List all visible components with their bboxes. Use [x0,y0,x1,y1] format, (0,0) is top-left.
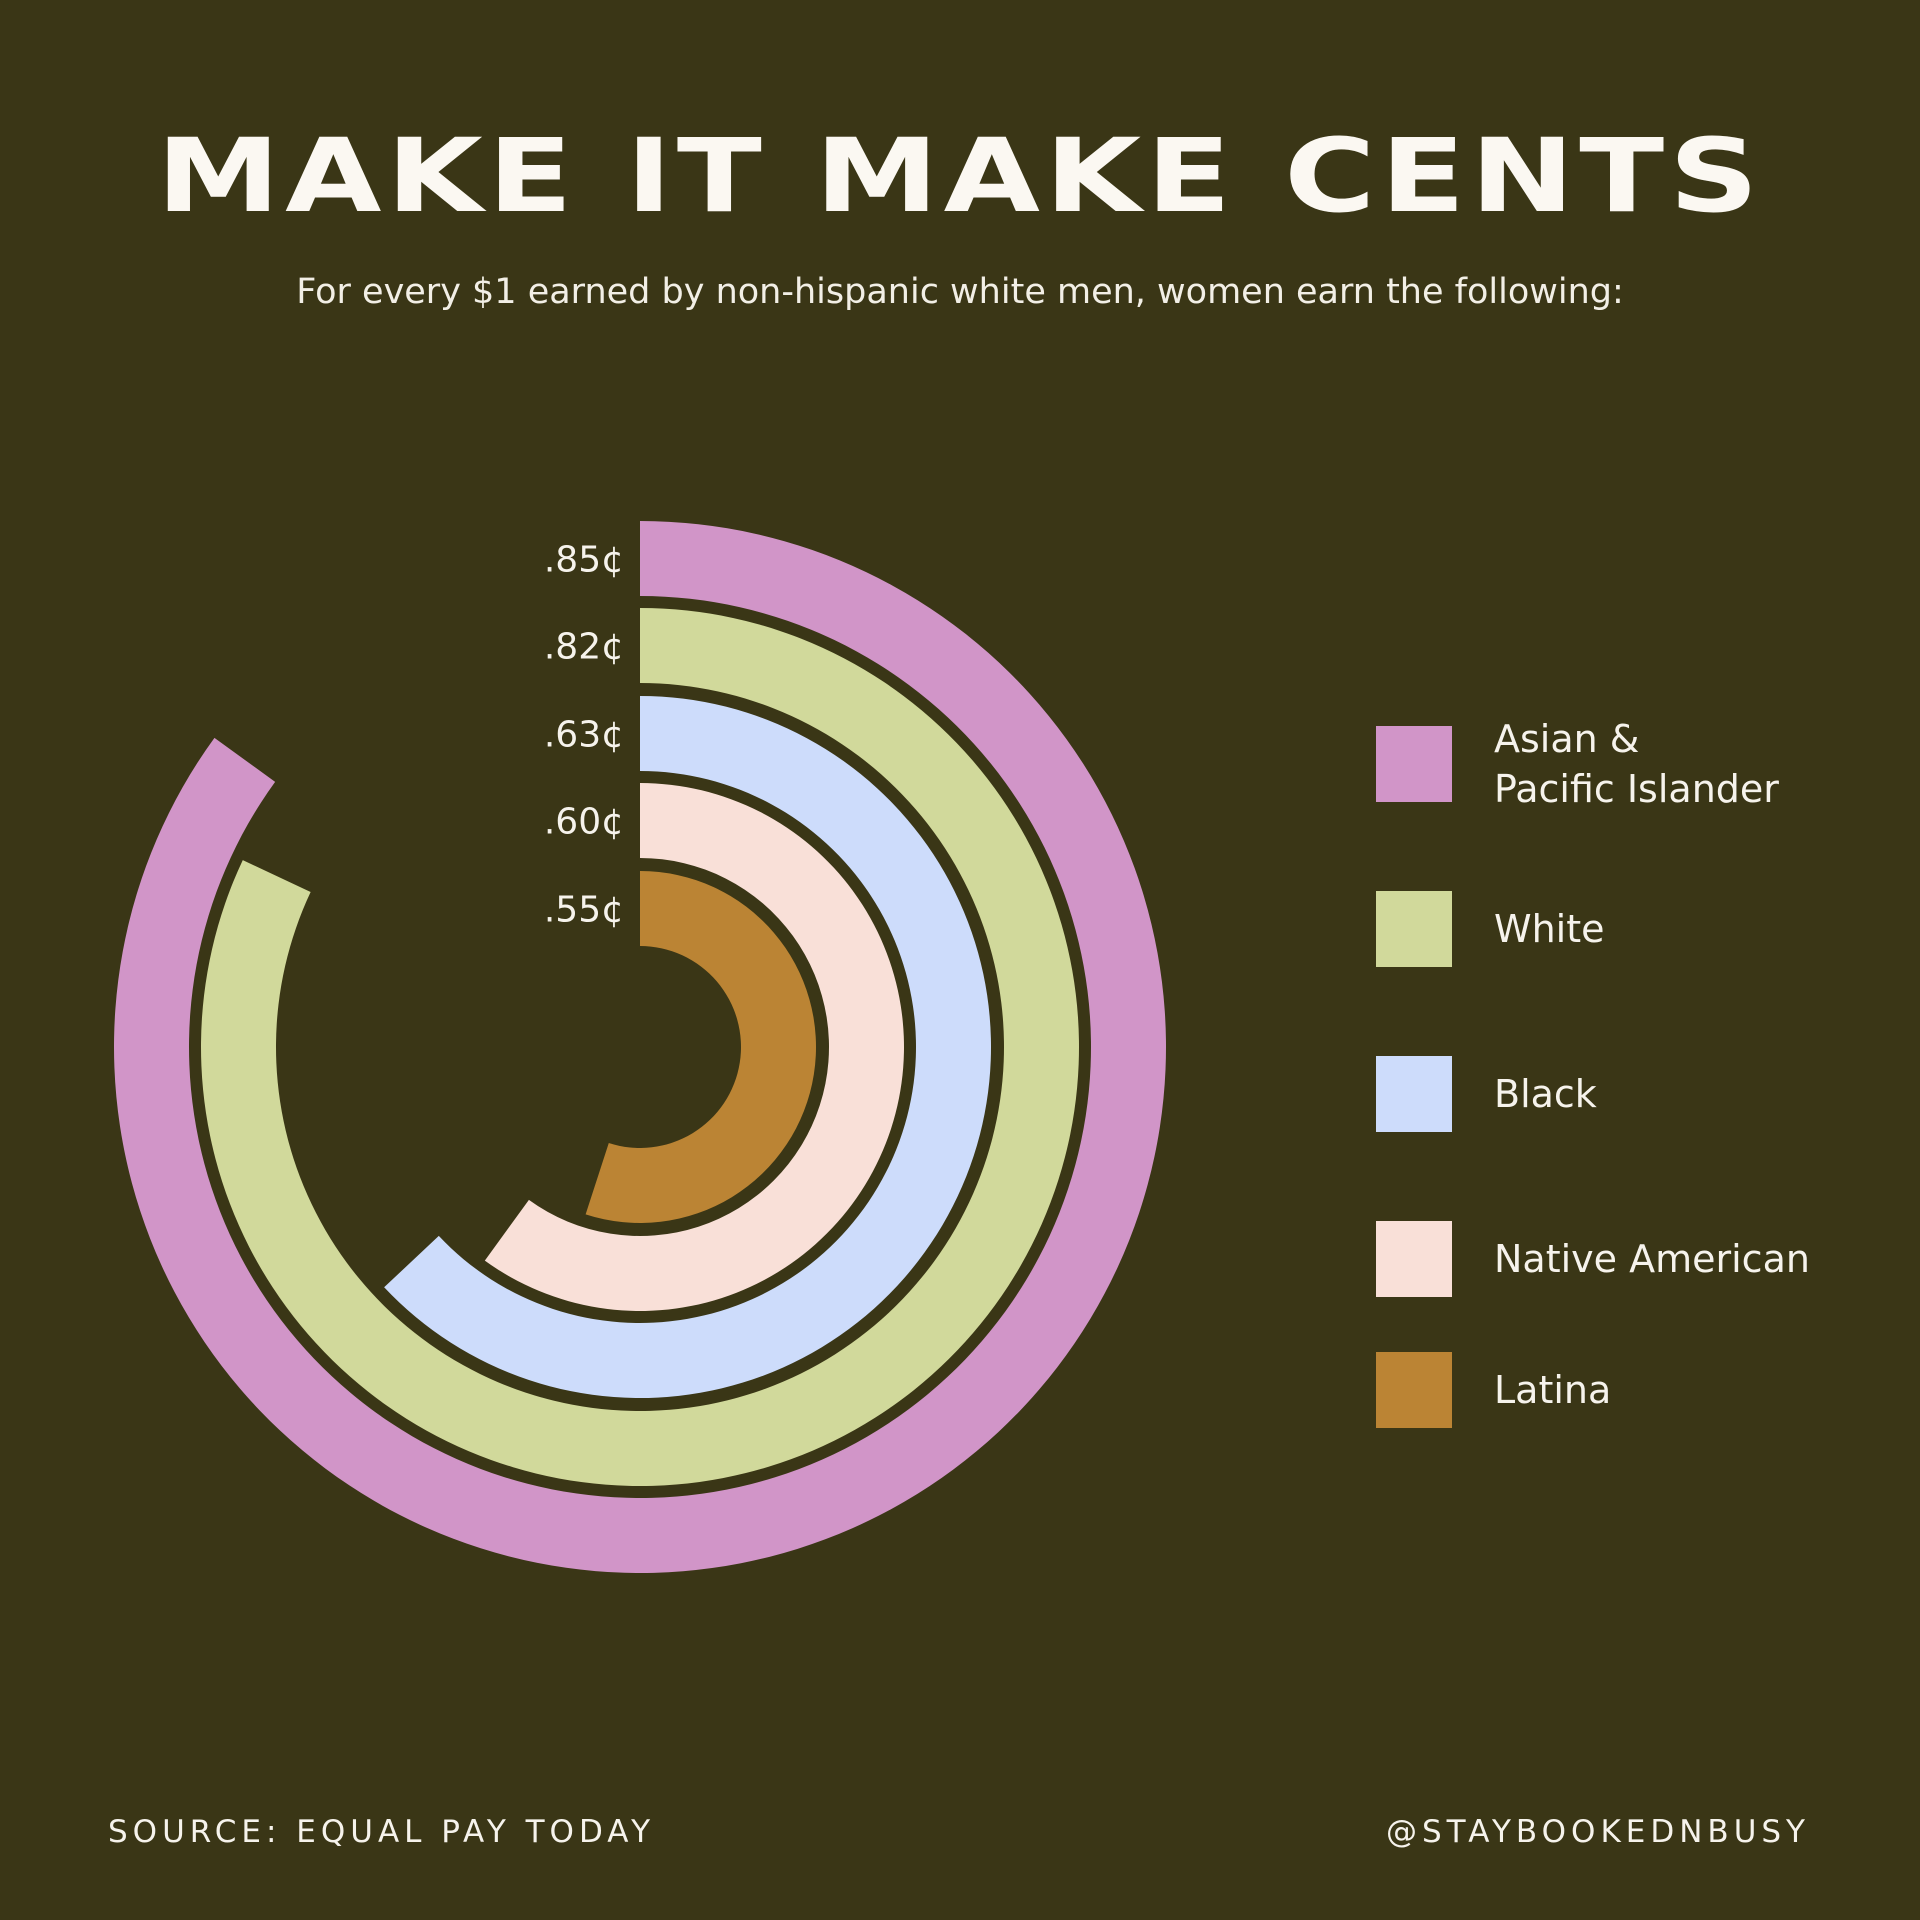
page-title: MAKE IT MAKE CENTS [156,117,1764,236]
value-labels-layer: .85¢ .82¢ .63¢ .60¢ .55¢ [544,540,624,931]
legend-label: Black [1494,1072,1597,1116]
legend-item-white: White [1376,891,1896,967]
value-label: .63¢ [544,715,624,756]
social-handle: @STAYBOOKEDNBUSY [1385,1814,1810,1850]
arc-latina [585,871,816,1224]
legend-item-black: Black [1376,1056,1896,1132]
value-label: .60¢ [544,802,624,843]
legend-label: Native American [1494,1237,1810,1281]
legend-swatch [1376,726,1452,802]
value-label: .55¢ [544,890,624,931]
legend-item-native-american: Native American [1376,1221,1896,1297]
legend-swatch [1376,1352,1452,1428]
arc-native-american [484,783,905,1311]
value-label: .85¢ [544,540,624,581]
arcs-layer [113,521,1167,1573]
value-label: .82¢ [544,627,624,668]
page-subtitle: For every $1 earned by non-hispanic whit… [296,272,1624,312]
legend-item-latina: Latina [1376,1352,1896,1428]
legend-item-asian-pacific-islander: Asian & Pacific Islander [1376,717,1896,811]
legend-label: Asian & Pacific Islander [1494,717,1779,811]
legend-swatch [1376,891,1452,967]
source-credit: SOURCE: EQUAL PAY TODAY [108,1814,656,1850]
legend-label: White [1494,907,1605,951]
legend-label: Latina [1494,1368,1612,1412]
legend-swatch [1376,1221,1452,1297]
arc-black [384,696,992,1398]
legend-swatch [1376,1056,1452,1132]
